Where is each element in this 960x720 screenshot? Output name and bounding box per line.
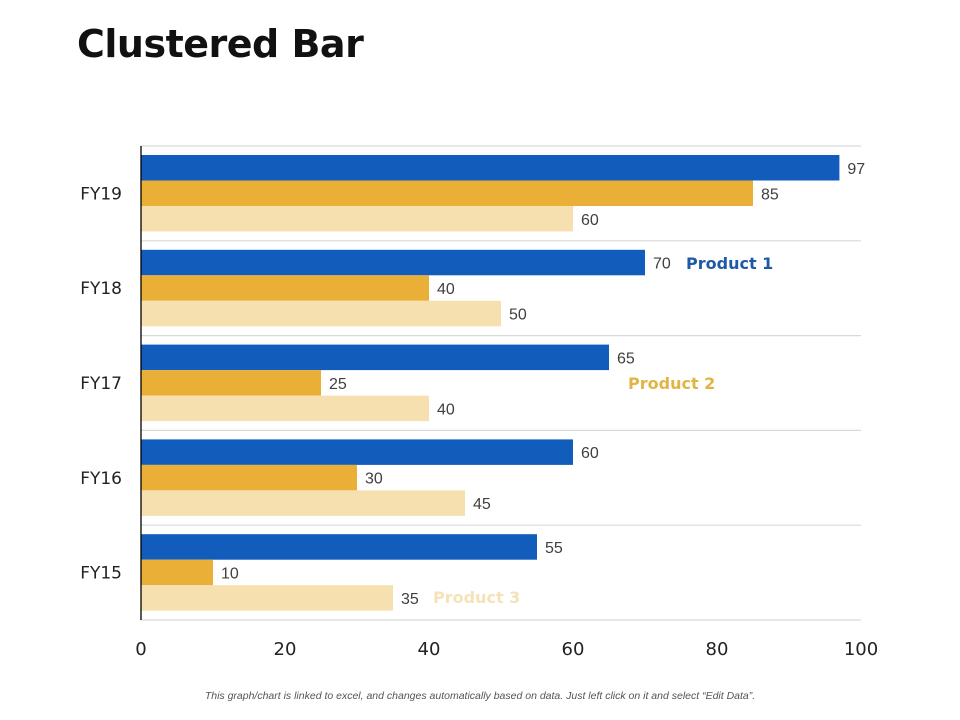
data-label: 60 xyxy=(581,212,599,229)
category-label: FY15 xyxy=(80,564,122,584)
bar-product-3-fy16 xyxy=(141,490,465,516)
bar-product-2-fy17 xyxy=(141,370,321,396)
bar-product-1-fy17 xyxy=(141,344,609,371)
data-label: 60 xyxy=(581,445,599,462)
data-labels: 97 85 60 70 40 50 65 25 40 60 30 45 55 10 35 xyxy=(221,161,865,608)
data-label: 30 xyxy=(365,471,383,488)
data-label: 35 xyxy=(401,591,419,608)
bar-product-1-fy16 xyxy=(141,439,573,465)
x-tick-label: 20 xyxy=(274,639,297,660)
x-tick-label: 80 xyxy=(706,639,729,660)
category-labels: FY19 FY18 FY17 FY16 FY15 xyxy=(80,184,122,583)
category-label: FY18 xyxy=(80,279,122,299)
x-tick-label: 40 xyxy=(418,639,441,660)
bar-product-3-fy19 xyxy=(141,206,573,232)
series-annotation-product-2: Product 2 xyxy=(628,374,715,393)
category-label: FY17 xyxy=(80,374,122,394)
data-label: 65 xyxy=(617,350,635,367)
bars xyxy=(141,155,840,611)
x-tick-label: 100 xyxy=(844,639,878,660)
gridlines xyxy=(141,145,861,621)
data-label: 70 xyxy=(653,256,671,273)
bar-product-3-fy17 xyxy=(141,395,429,422)
data-label: 45 xyxy=(473,496,491,513)
bar-product-1-fy19 xyxy=(141,155,840,181)
data-label: 55 xyxy=(545,540,563,557)
footnote: This graph/chart is linked to excel, and… xyxy=(204,690,756,702)
data-label: 10 xyxy=(221,565,239,582)
bar-product-2-fy19 xyxy=(141,180,753,206)
data-label: 85 xyxy=(761,186,779,203)
series-annotations: Product 1 Product 2 Product 3 xyxy=(433,254,773,607)
bar-product-1-fy18 xyxy=(141,249,645,276)
x-tick-label: 60 xyxy=(562,639,585,660)
data-label: 97 xyxy=(847,161,865,178)
bar-product-3-fy15 xyxy=(141,585,393,611)
data-label: 25 xyxy=(329,376,347,393)
category-label: FY19 xyxy=(80,184,122,204)
bar-product-3-fy18 xyxy=(141,300,501,327)
data-label: 50 xyxy=(509,307,527,324)
x-tick-label: 0 xyxy=(135,639,146,660)
bar-product-2-fy15 xyxy=(141,559,213,586)
data-label: 40 xyxy=(437,281,455,298)
series-annotation-product-1: Product 1 xyxy=(686,254,773,273)
series-annotation-product-3: Product 3 xyxy=(433,588,520,607)
category-label: FY16 xyxy=(80,469,122,489)
page-title: Clustered Bar xyxy=(77,22,364,66)
data-label: 40 xyxy=(437,401,455,418)
bar-product-2-fy16 xyxy=(141,464,357,491)
x-tick-labels: 0 20 40 60 80 100 xyxy=(135,639,878,660)
bar-product-1-fy15 xyxy=(141,534,537,560)
bar-product-2-fy18 xyxy=(141,275,429,301)
